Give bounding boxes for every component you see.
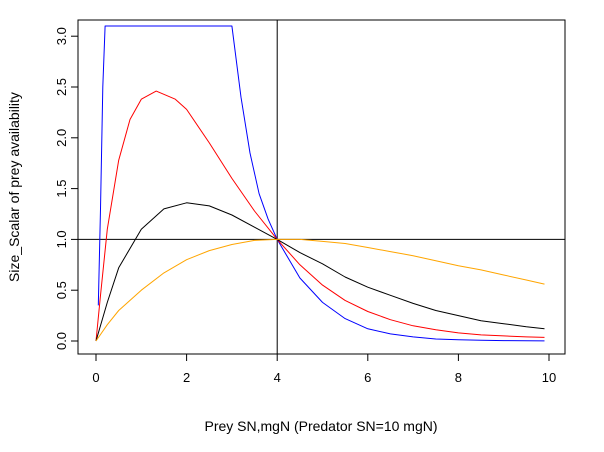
x-tick-label: 6 (364, 370, 371, 385)
y-tick-label: 2.0 (54, 129, 69, 147)
x-tick-label: 2 (183, 370, 190, 385)
x-axis-title: Prey SN,mgN (Predator SN=10 mgN) (204, 418, 437, 434)
x-tick-label: 0 (92, 370, 99, 385)
x-tick-label: 10 (542, 370, 556, 385)
series-line-red (95, 90, 545, 342)
series-line-orange (95, 238, 545, 342)
series-line-black (95, 202, 545, 342)
series-line-blue (97, 25, 545, 342)
y-axis-title: Size_Scalar of prey availability (6, 92, 22, 282)
y-tick-label: 0.5 (54, 281, 69, 299)
x-tick-label: 8 (455, 370, 462, 385)
x-tick-label: 4 (274, 370, 281, 385)
y-tick-label: 3.0 (54, 27, 69, 45)
y-tick-label: 2.5 (54, 78, 69, 96)
y-tick-label: 0.0 (54, 332, 69, 350)
y-tick-label: 1.5 (54, 180, 69, 198)
y-tick-label: 1.0 (54, 230, 69, 248)
plot-frame (77, 19, 566, 355)
